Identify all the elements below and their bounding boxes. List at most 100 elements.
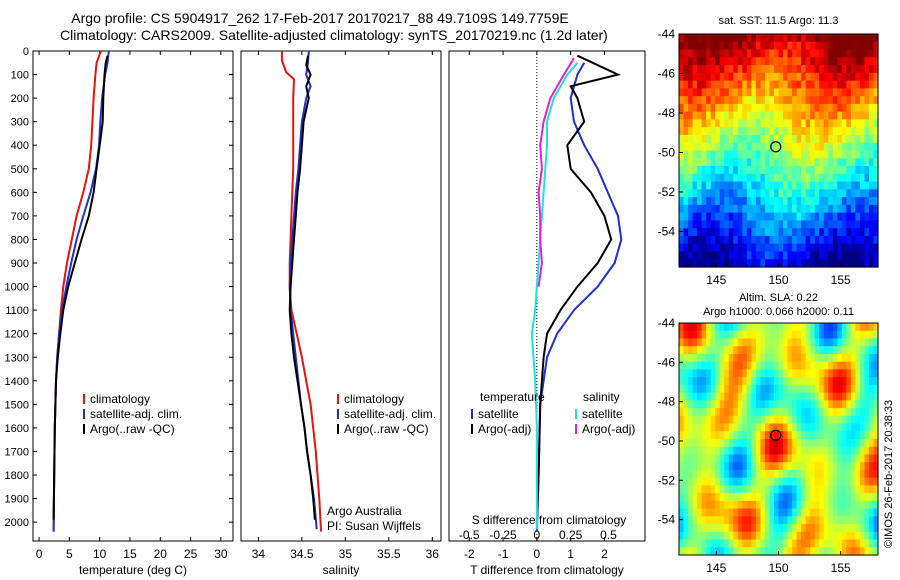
map-cell bbox=[710, 158, 716, 167]
map-cell bbox=[805, 330, 811, 340]
map-cell bbox=[679, 80, 685, 89]
map-cell bbox=[719, 415, 725, 425]
map-cell bbox=[742, 539, 748, 548]
map-cell bbox=[715, 423, 721, 432]
map-cell bbox=[697, 384, 703, 394]
map-cell bbox=[769, 392, 775, 401]
map-cell bbox=[773, 361, 780, 370]
map-cell bbox=[841, 469, 847, 479]
map-cell bbox=[823, 330, 829, 340]
map-cell bbox=[787, 508, 793, 517]
map-cell bbox=[692, 41, 698, 51]
map-cell bbox=[697, 181, 703, 190]
map-cell bbox=[828, 415, 834, 425]
y-tick-label: 400 bbox=[11, 140, 29, 152]
map-cell bbox=[819, 127, 825, 136]
map-cell bbox=[728, 119, 734, 128]
map-cell bbox=[828, 80, 834, 89]
map-cell bbox=[801, 251, 807, 260]
map-cell bbox=[873, 493, 879, 502]
map-cell bbox=[823, 65, 829, 74]
map-cell bbox=[828, 516, 834, 525]
map-cell bbox=[701, 96, 707, 105]
map-cell bbox=[841, 346, 847, 355]
map-cell bbox=[792, 353, 798, 363]
map-cell bbox=[715, 508, 721, 517]
map-cell bbox=[751, 369, 757, 378]
map-cell bbox=[796, 80, 802, 89]
map-cell bbox=[855, 173, 861, 183]
map-cell bbox=[760, 493, 766, 502]
map-cell bbox=[760, 204, 766, 214]
map-cell bbox=[701, 259, 707, 268]
map-cell bbox=[814, 539, 820, 548]
map-cell bbox=[728, 96, 734, 105]
map-cell bbox=[733, 462, 739, 471]
map-cell bbox=[701, 204, 707, 214]
map-cell bbox=[828, 330, 834, 340]
map-cell bbox=[688, 212, 694, 221]
map-cell bbox=[868, 346, 875, 355]
map-cell bbox=[697, 439, 703, 448]
map-cell bbox=[859, 243, 866, 253]
map-cell bbox=[737, 57, 743, 66]
map-cell bbox=[760, 72, 766, 82]
map-cell bbox=[823, 166, 829, 175]
map-cell bbox=[801, 49, 807, 58]
map-cell bbox=[773, 150, 780, 159]
map-cell bbox=[823, 34, 829, 43]
map-cell bbox=[850, 41, 856, 51]
map-cell bbox=[805, 127, 811, 136]
map-cell bbox=[683, 103, 689, 113]
map-cell bbox=[846, 119, 852, 128]
map-cell bbox=[751, 346, 757, 355]
map-cell bbox=[764, 454, 771, 463]
map-cell bbox=[764, 400, 771, 409]
map-cell bbox=[683, 462, 689, 471]
map-cell bbox=[823, 485, 829, 494]
map-cell bbox=[688, 235, 694, 245]
map-cell bbox=[873, 508, 879, 517]
map-cell bbox=[751, 134, 757, 144]
map-cell bbox=[873, 96, 879, 105]
map-cell bbox=[719, 330, 725, 340]
map-cell bbox=[692, 454, 698, 463]
legend-label: Argo(-adj) bbox=[478, 422, 531, 436]
map-cell bbox=[773, 57, 780, 66]
map-cell bbox=[801, 446, 807, 456]
map-cell bbox=[868, 531, 875, 541]
map-cell bbox=[764, 220, 771, 229]
map-cell bbox=[873, 423, 879, 432]
map-cell bbox=[850, 259, 856, 268]
map-cell bbox=[706, 251, 712, 260]
map-cell bbox=[810, 204, 816, 214]
map-cell bbox=[724, 439, 730, 448]
map-cell bbox=[805, 338, 811, 347]
map-cell bbox=[719, 539, 725, 548]
map-cell bbox=[823, 384, 829, 394]
map-cell bbox=[823, 235, 829, 245]
y-tick-label: 1300 bbox=[5, 352, 29, 364]
map-cell bbox=[841, 103, 847, 113]
map-cell bbox=[679, 408, 685, 417]
map-cell bbox=[778, 80, 784, 89]
map-cell bbox=[855, 392, 861, 401]
map-cell bbox=[846, 547, 852, 556]
map-cell bbox=[697, 197, 703, 206]
map-cell bbox=[819, 361, 825, 370]
map-cell bbox=[805, 251, 811, 260]
map-cell bbox=[692, 462, 698, 471]
map-cell bbox=[701, 462, 707, 471]
map-cell bbox=[859, 220, 866, 229]
map-cell bbox=[742, 377, 748, 386]
map-cell bbox=[864, 346, 870, 355]
map-cell bbox=[828, 454, 834, 463]
map-cell bbox=[710, 150, 716, 159]
map-cell bbox=[683, 338, 689, 347]
map-cell bbox=[810, 259, 816, 268]
map-cell bbox=[801, 96, 807, 105]
map-cell bbox=[733, 134, 739, 144]
map-cell bbox=[801, 361, 807, 370]
map-cell bbox=[796, 204, 802, 214]
map-cell bbox=[755, 384, 762, 394]
